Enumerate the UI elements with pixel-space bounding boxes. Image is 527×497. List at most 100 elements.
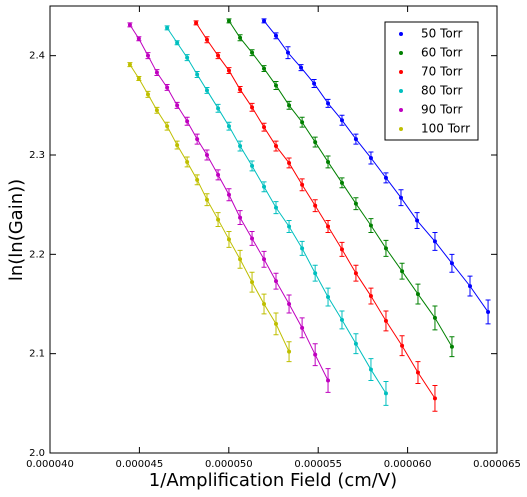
point [339,317,344,322]
point [300,246,305,251]
point [274,321,279,326]
point [287,349,292,354]
point [326,378,331,383]
point [299,65,304,70]
legend-marker [399,32,403,36]
legend-label: 50 Torr [421,27,462,41]
plot-frame [49,5,498,454]
legend-marker [399,108,403,112]
legend-marker [399,89,403,93]
y-tick-label: 2.2 [29,249,45,260]
point [216,53,221,58]
fit-line [263,20,489,313]
point [274,205,279,210]
point [127,22,132,27]
point [262,66,267,71]
point [145,92,150,97]
point [204,197,209,202]
point [287,103,292,108]
point [238,144,243,149]
point [195,72,200,77]
point [313,352,318,357]
point [165,85,170,90]
point [216,217,221,222]
point [313,140,318,145]
point [204,153,209,157]
legend-label: 80 Torr [421,84,462,98]
point [468,284,473,289]
point [262,184,267,189]
x-tick-label: 0.000040 [26,459,74,470]
point [285,50,290,55]
point [185,55,190,60]
point [415,370,420,375]
point [274,279,279,284]
point [274,83,279,88]
point [226,18,231,23]
point [415,218,420,223]
x-tick-label: 0.000050 [205,459,253,470]
point [432,315,437,320]
point [175,40,180,45]
legend-label: 70 Torr [421,65,462,79]
point [145,53,150,58]
point [353,137,358,142]
point [400,343,405,348]
y-tick-label: 2.4 [29,51,45,62]
point [250,236,255,241]
x-tick-label: 0.000065 [473,459,521,470]
point [326,224,331,229]
point [204,37,209,42]
point [312,81,317,86]
point [300,182,305,187]
legend-label: 100 Torr [421,122,470,136]
point [238,257,243,262]
point [216,106,221,111]
point [262,257,267,262]
point [326,159,331,164]
y-tick-label: 2.1 [29,349,45,360]
x-tick-label: 0.000060 [384,459,432,470]
point [353,271,358,276]
point [287,160,292,165]
point [383,391,388,396]
point [432,239,437,244]
point [175,103,180,108]
point [154,70,159,75]
legend-box [384,21,479,141]
point [300,120,305,125]
fit-line [129,64,290,352]
point [383,246,388,251]
point [165,25,170,30]
point [204,88,209,93]
point [195,137,200,142]
point [165,124,170,129]
point [339,247,344,252]
point [368,223,373,228]
point [274,144,279,149]
point [136,76,141,81]
point [287,302,292,306]
point [368,367,373,372]
point [262,18,267,23]
point [449,261,454,266]
point [339,118,344,123]
point [226,124,231,129]
point [486,309,491,314]
point [154,108,159,113]
point [287,224,292,229]
legend-label: 90 Torr [421,103,462,117]
point [175,143,180,148]
point [383,175,388,180]
legend-label: 60 Torr [421,46,462,60]
point [339,180,344,185]
point [226,192,231,197]
point [449,344,454,349]
point [238,215,243,220]
point [274,33,279,38]
point [326,101,331,106]
point [195,177,200,182]
point [238,87,243,92]
point [383,318,388,323]
